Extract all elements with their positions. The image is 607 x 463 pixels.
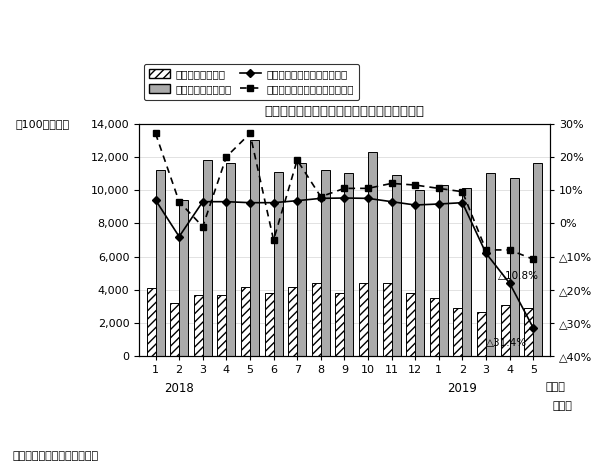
Y-axis label: （100万ドル）: （100万ドル） bbox=[15, 119, 69, 129]
Text: △10.8%: △10.8% bbox=[498, 271, 539, 281]
Bar bbox=[368, 152, 377, 357]
Bar bbox=[179, 200, 188, 357]
Bar bbox=[265, 293, 274, 357]
Bar bbox=[510, 178, 518, 357]
Title: 図　非石油部門の地場輸出額と前年同月比率: 図 非石油部門の地場輸出額と前年同月比率 bbox=[265, 105, 424, 118]
Bar bbox=[430, 298, 439, 357]
Bar bbox=[359, 283, 368, 357]
Bar bbox=[226, 163, 236, 357]
Text: △31.4%: △31.4% bbox=[486, 338, 527, 348]
Text: （月）: （月） bbox=[545, 382, 565, 392]
Bar bbox=[533, 163, 542, 357]
Bar bbox=[486, 174, 495, 357]
Text: （出所）シンガポール統計局: （出所）シンガポール統計局 bbox=[12, 450, 98, 461]
Bar bbox=[336, 293, 344, 357]
Legend: エレクトロニクス, 非エレクトロニクス, エレクトロニクス前年同月比, 非エレクトロニクス前年同月比: エレクトロニクス, 非エレクトロニクス, エレクトロニクス前年同月比, 非エレク… bbox=[144, 63, 359, 100]
Bar bbox=[288, 287, 297, 357]
Bar bbox=[194, 295, 203, 357]
Text: （年）: （年） bbox=[552, 400, 572, 411]
Bar bbox=[382, 283, 392, 357]
Bar bbox=[312, 283, 320, 357]
Bar bbox=[415, 190, 424, 357]
Bar bbox=[453, 308, 463, 357]
Bar bbox=[344, 174, 353, 357]
Text: 2019: 2019 bbox=[447, 382, 477, 395]
Text: 2018: 2018 bbox=[164, 382, 194, 395]
Bar bbox=[477, 313, 486, 357]
Bar bbox=[155, 170, 164, 357]
Bar bbox=[463, 188, 472, 357]
Bar bbox=[406, 293, 415, 357]
Bar bbox=[241, 287, 250, 357]
Bar bbox=[297, 163, 306, 357]
Bar bbox=[274, 172, 282, 357]
Bar bbox=[524, 308, 533, 357]
Bar bbox=[392, 175, 401, 357]
Bar bbox=[250, 140, 259, 357]
Bar bbox=[203, 160, 212, 357]
Bar bbox=[146, 288, 155, 357]
Bar bbox=[501, 305, 510, 357]
Bar bbox=[439, 185, 448, 357]
Bar bbox=[320, 170, 330, 357]
Bar bbox=[170, 303, 179, 357]
Bar bbox=[217, 295, 226, 357]
